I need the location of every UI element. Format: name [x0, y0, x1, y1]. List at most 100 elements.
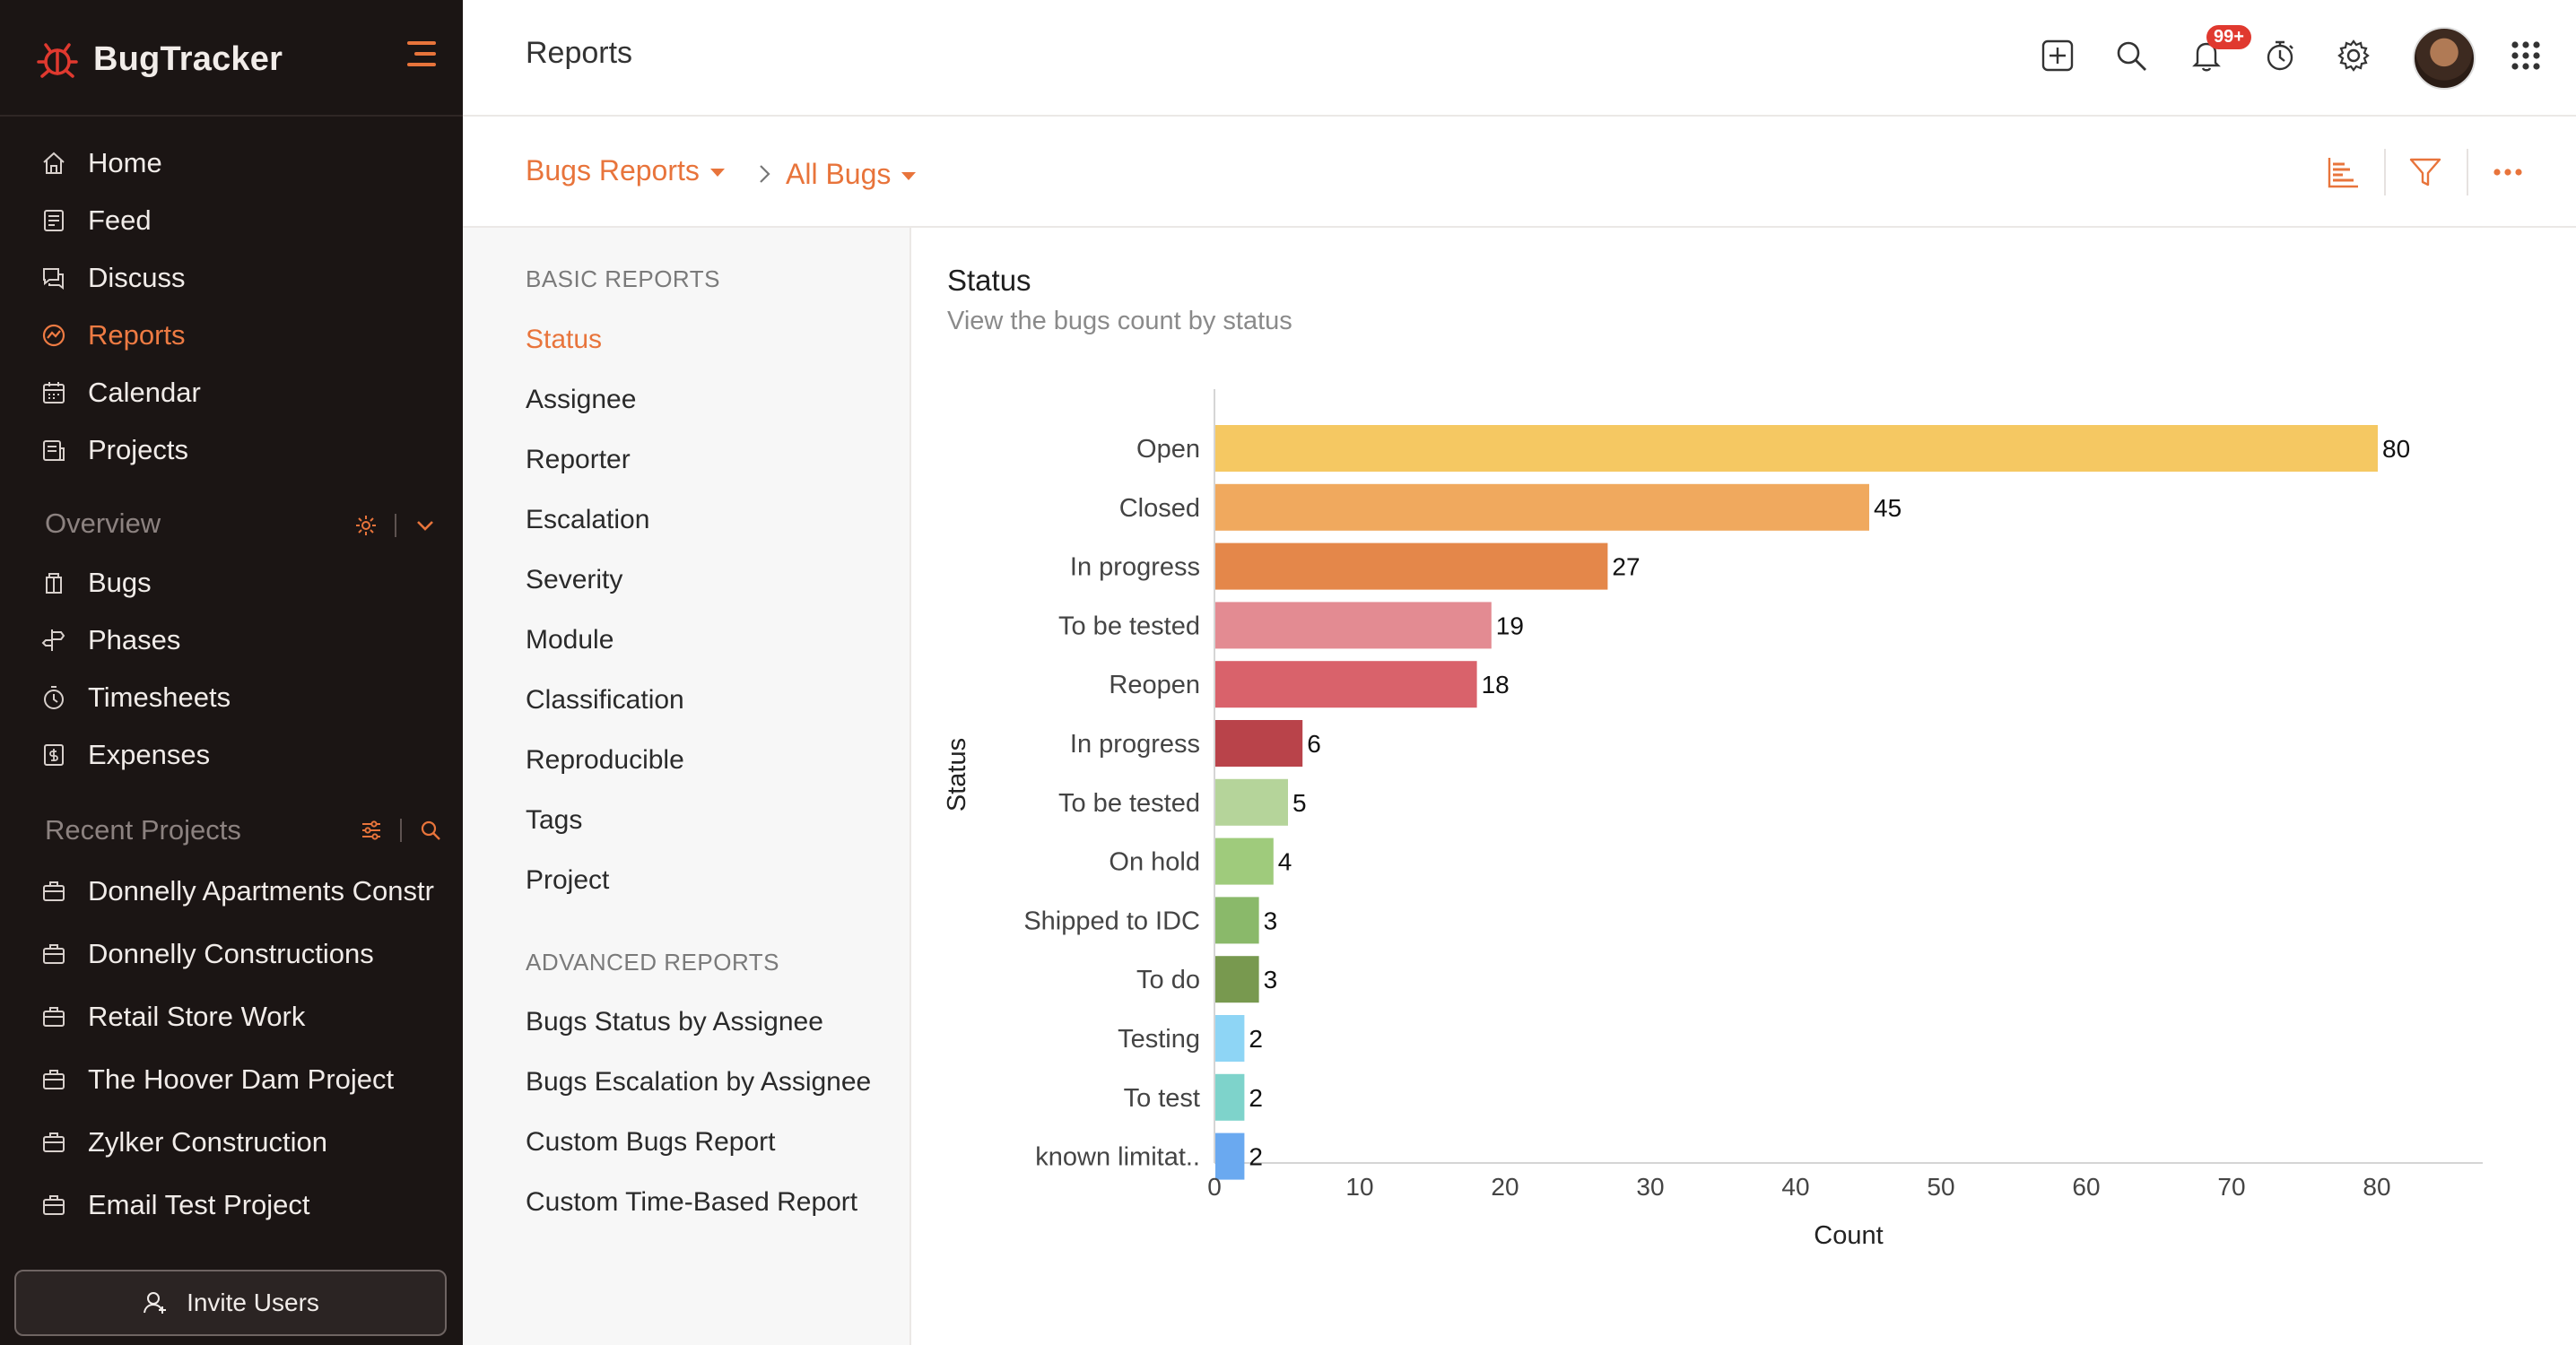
caret-down-icon	[901, 172, 917, 180]
sidebar-item-phases[interactable]: Phases	[39, 615, 180, 665]
chart-bar[interactable]	[1215, 897, 1259, 944]
recent-project-item[interactable]: Donnelly Constructions	[39, 929, 434, 979]
breadcrumb-second-label: All Bugs	[786, 158, 892, 190]
chart-bar[interactable]	[1215, 542, 1608, 590]
filter-settings-icon[interactable]	[359, 818, 384, 843]
report-item-custom-bugs-report[interactable]: Custom Bugs Report	[526, 1127, 776, 1157]
report-content: Status View the bugs count by status Ope…	[911, 228, 2576, 1345]
recent-project-item[interactable]: Donnelly Apartments Construction	[39, 866, 434, 916]
breadcrumb-all-bugs[interactable]: All Bugs	[786, 158, 917, 191]
x-tick-label: 30	[1636, 1173, 1664, 1201]
notification-count-badge: 99+	[2206, 25, 2251, 49]
recent-project-item[interactable]: The Hoover Dam Project	[39, 1054, 434, 1105]
stopwatch-icon[interactable]	[2260, 36, 2300, 75]
chart-bar[interactable]	[1215, 602, 1492, 649]
report-item-escalation[interactable]: Escalation	[526, 505, 650, 534]
y-tick-label: Testing	[1118, 1025, 1200, 1054]
chart-bar[interactable]	[1215, 837, 1274, 885]
chart-subtitle: View the bugs count by status	[947, 307, 1292, 335]
sidebar-item-calendar[interactable]: Calendar	[39, 368, 201, 418]
bar-data-label: 18	[1482, 671, 1510, 699]
report-item-custom-time-based-report[interactable]: Custom Time-Based Report	[526, 1187, 858, 1217]
report-item-bugs-escalation-by-assignee[interactable]: Bugs Escalation by Assignee	[526, 1067, 872, 1097]
chart-bar[interactable]	[1215, 1132, 1245, 1180]
y-tick-label: To be tested	[1058, 789, 1200, 818]
recent-project-item[interactable]: Zylker Construction	[39, 1117, 434, 1167]
gear-icon[interactable]	[2334, 36, 2373, 75]
filter-icon[interactable]	[2406, 152, 2445, 192]
recent-project-label: Email Test Project	[88, 1189, 310, 1220]
chart-bar[interactable]	[1215, 1073, 1245, 1121]
y-tick-label: In progress	[1070, 553, 1200, 582]
gear-icon[interactable]	[353, 513, 379, 538]
chart-bar[interactable]	[1215, 1015, 1245, 1062]
recent-project-item[interactable]: Retail Store Work	[39, 992, 434, 1042]
recent-project-label: The Hoover Dam Project	[88, 1063, 395, 1095]
chart-bar[interactable]	[1215, 720, 1303, 767]
sidebar-item-bugs[interactable]: Bugs	[39, 558, 152, 608]
timer-icon	[44, 686, 64, 709]
y-axis-label: Status	[943, 738, 971, 811]
add-icon[interactable]	[2038, 36, 2077, 75]
report-item-bugs-status-by-assignee[interactable]: Bugs Status by Assignee	[526, 1007, 823, 1037]
project-briefcase-icon	[43, 1132, 65, 1152]
y-tick-label: To do	[1136, 966, 1200, 994]
x-tick-label: 60	[2072, 1173, 2100, 1201]
sidebar-item-projects[interactable]: Projects	[39, 425, 188, 475]
report-item-tags[interactable]: Tags	[526, 805, 583, 835]
collapse-menu-icon[interactable]	[400, 41, 436, 74]
brand[interactable]: BugTracker	[34, 32, 283, 86]
avatar[interactable]	[2413, 27, 2476, 90]
project-briefcase-icon	[43, 944, 65, 964]
x-tick-label: 40	[1781, 1173, 1809, 1201]
bar-data-label: 2	[1249, 1143, 1263, 1171]
chart-bar[interactable]	[1215, 483, 1869, 531]
phases-icon	[41, 629, 65, 651]
invite-users-button[interactable]: Invite Users	[14, 1270, 447, 1336]
chart-bar[interactable]	[1215, 956, 1259, 1003]
sidebar-item-feed[interactable]: Feed	[39, 195, 152, 246]
breadcrumb: Bugs Reports All Bugs	[463, 117, 2576, 228]
breadcrumb-first-label: Bugs Reports	[526, 154, 700, 187]
basic-reports-heading: BASIC REPORTS	[526, 265, 720, 292]
report-item-status[interactable]: Status	[526, 325, 603, 354]
chart-bar[interactable]	[1215, 778, 1288, 826]
report-item-reproducible[interactable]: Reproducible	[526, 745, 684, 775]
y-tick-label: Reopen	[1109, 671, 1200, 699]
page-title: Reports	[526, 36, 633, 70]
x-tick-label: 20	[1491, 1173, 1519, 1201]
sidebar-item-expenses[interactable]: Expenses	[39, 730, 210, 780]
feed-icon	[44, 210, 64, 231]
recent-project-item[interactable]: Email Test Project	[39, 1180, 434, 1230]
more-options-icon[interactable]	[2488, 152, 2528, 192]
report-item-project[interactable]: Project	[526, 865, 610, 895]
sidebar-item-home[interactable]: Home	[39, 138, 162, 188]
chart-type-icon[interactable]	[2323, 152, 2363, 192]
user-add-icon	[144, 1292, 167, 1314]
apps-grid-icon[interactable]	[2506, 36, 2546, 75]
chart-bar[interactable]	[1215, 425, 2378, 472]
y-tick-label: In progress	[1070, 730, 1200, 759]
sidebar-item-reports[interactable]: Reports	[39, 310, 186, 360]
report-item-assignee[interactable]: Assignee	[526, 385, 637, 414]
breadcrumb-bugs-reports[interactable]: Bugs Reports	[526, 154, 725, 187]
x-tick-label: 10	[1345, 1173, 1373, 1201]
sidebar-item-label: Expenses	[88, 739, 211, 770]
report-item-severity[interactable]: Severity	[526, 565, 623, 594]
sidebar-item-label: Phases	[88, 624, 181, 655]
report-item-classification[interactable]: Classification	[526, 685, 684, 715]
bar-data-label: 5	[1292, 789, 1307, 817]
report-item-reporter[interactable]: Reporter	[526, 445, 631, 474]
bell-icon[interactable]	[2187, 36, 2226, 75]
sidebar-item-discuss[interactable]: Discuss	[39, 253, 186, 303]
sidebar-item-timesheets[interactable]: Timesheets	[39, 672, 231, 723]
search-icon[interactable]	[418, 818, 443, 843]
recent-projects-label: Recent Projects	[45, 814, 241, 846]
report-item-module[interactable]: Module	[526, 625, 614, 655]
reports-icon	[42, 324, 65, 347]
search-icon[interactable]	[2111, 36, 2151, 75]
project-briefcase-icon	[43, 1070, 65, 1089]
overview-heading[interactable]: Overview	[45, 508, 161, 540]
chevron-down-icon[interactable]	[413, 513, 438, 538]
chart-bar[interactable]	[1215, 661, 1477, 708]
